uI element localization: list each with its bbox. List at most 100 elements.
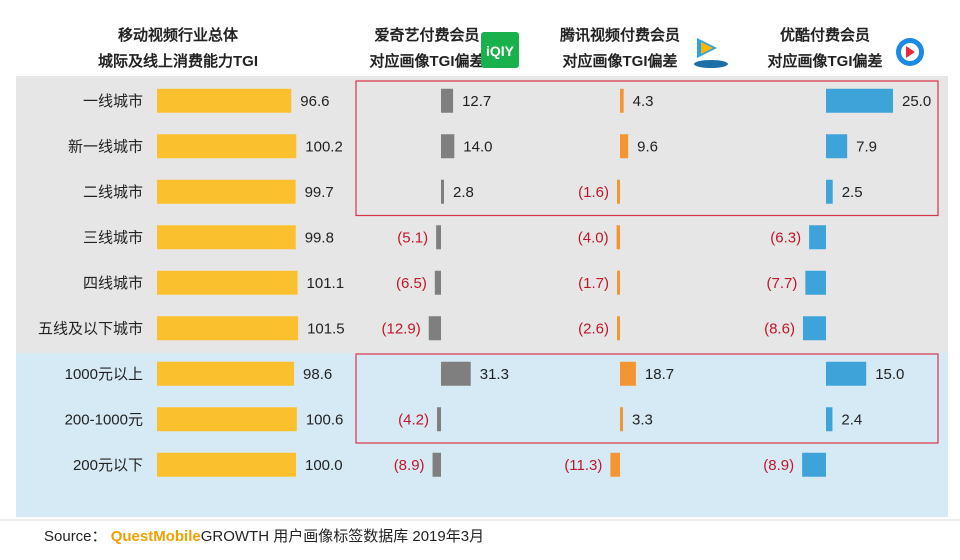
city-band: [16, 76, 948, 353]
iqiyi-bar-9: [432, 452, 441, 477]
youku-value-9: (8.9): [763, 457, 794, 474]
iqiyi-bar-4: [436, 225, 441, 250]
row-label-1: 一线城市: [83, 93, 143, 110]
tencent-bar-6: [617, 316, 620, 341]
total-value-2: 100.2: [305, 138, 343, 155]
total-bar-3: [157, 179, 296, 204]
row-label-2: 新一线城市: [68, 138, 143, 155]
total-value-9: 100.0: [305, 457, 343, 474]
total-bar-5: [157, 270, 298, 295]
total-value-6: 101.5: [307, 320, 345, 337]
row-label-5: 四线城市: [83, 275, 143, 292]
iqiyi-value-6: (12.9): [382, 320, 421, 337]
total-bar-4: [157, 225, 296, 250]
iqiyi-value-5: (6.5): [396, 275, 427, 292]
youku-play-icon: [906, 46, 915, 58]
total-bar-6: [157, 316, 299, 341]
youku-value-7: 15.0: [875, 366, 904, 383]
youku-value-6: (8.6): [764, 320, 795, 337]
total-bar-7: [157, 361, 295, 386]
youku-bar-7: [826, 361, 867, 386]
youku-value-5: (7.7): [767, 275, 798, 292]
youku-bar-8: [826, 407, 833, 432]
header-1-line2: 城际及线上消费能力TGI: [98, 52, 258, 70]
total-bar-8: [157, 407, 297, 432]
iqiyi-value-7: 31.3: [480, 366, 509, 383]
header-2-line1: 爱奇艺付费会员: [374, 26, 479, 44]
row-label-3: 二线城市: [83, 184, 143, 201]
tencent-value-6: (2.6): [578, 320, 609, 337]
row-label-8: 200-1000元: [65, 411, 143, 428]
iqiyi-value-9: (8.9): [394, 457, 425, 474]
row-label-9: 200元以下: [73, 457, 143, 474]
tencent-bar-3: [617, 179, 620, 204]
tencent-value-7: 18.7: [645, 366, 674, 383]
header-2-line2: 对应画像TGI偏差: [370, 52, 485, 70]
youku-bar-1: [826, 88, 893, 113]
total-value-8: 100.6: [306, 411, 344, 428]
youku-value-2: 7.9: [856, 138, 877, 155]
youku-bar-3: [826, 179, 833, 204]
youku-bar-4: [809, 225, 826, 250]
tencent-value-2: 9.6: [637, 138, 658, 155]
highlight-box-1: [355, 80, 939, 217]
source-prefix: Source：: [44, 528, 107, 545]
iqiyi-logo-text: iQIY: [486, 43, 515, 59]
tencent-bar-5: [617, 270, 620, 295]
iqiyi-bar-3: [441, 179, 444, 204]
tencent-bar-2: [620, 134, 629, 159]
tencent-bar-9: [610, 452, 620, 477]
iqiyi-bar-5: [434, 270, 441, 295]
iqiyi-bar-1: [441, 88, 454, 113]
header-4-line2: 对应画像TGI偏差: [768, 52, 883, 70]
iqiyi-bar-2: [441, 134, 455, 159]
tencent-bar-8: [620, 407, 623, 432]
tencent-value-4: (4.0): [578, 229, 609, 246]
iqiyi-value-2: 14.0: [463, 138, 492, 155]
youku-bar-9: [802, 452, 826, 477]
tencent-bar-4: [616, 225, 620, 250]
total-bar-1: [157, 88, 292, 113]
header-3-line1: 腾讯视频付费会员: [559, 26, 680, 44]
youku-bar-2: [826, 134, 848, 159]
header-4-line1: 优酷付费会员: [780, 26, 870, 44]
iqiyi-value-3: 2.8: [453, 184, 474, 201]
tencent-bar-1: [620, 88, 624, 113]
header-3-line2: 对应画像TGI偏差: [563, 52, 678, 70]
tencent-bar-7: [620, 361, 636, 386]
iqiyi-bar-6: [428, 316, 441, 341]
tencent-play-inner-icon: [701, 42, 713, 54]
total-bar-2: [157, 134, 297, 159]
total-value-5: 101.1: [307, 275, 345, 292]
total-value-1: 96.6: [300, 93, 329, 110]
header-1-line1: 移动视频行业总体: [118, 26, 239, 44]
iqiyi-value-1: 12.7: [462, 93, 491, 110]
total-bar-9: [157, 452, 296, 477]
youku-value-3: 2.5: [842, 184, 863, 201]
total-value-7: 98.6: [303, 366, 332, 383]
youku-value-8: 2.4: [841, 411, 862, 428]
youku-bar-6: [802, 316, 826, 341]
tencent-value-1: 4.3: [633, 93, 654, 110]
row-label-7: 1000元以上: [65, 366, 143, 383]
youku-bar-5: [805, 270, 826, 295]
iqiyi-value-4: (5.1): [397, 229, 428, 246]
iqiyi-bar-7: [441, 361, 471, 386]
source-rest: GROWTH 用户画像标签数据库 2019年3月: [200, 528, 485, 545]
tencent-value-5: (1.7): [578, 275, 609, 292]
highlight-box-2: [355, 353, 939, 444]
iqiyi-logo-icon: [481, 32, 519, 68]
row-label-4: 三线城市: [83, 229, 143, 246]
source-footer: Source： QuestMobileGROWTH 用户画像标签数据库 2019…: [44, 525, 484, 546]
iqiyi-value-8: (4.2): [398, 411, 429, 428]
iqiyi-bar-8: [437, 407, 441, 432]
row-label-6: 五线及以下城市: [38, 320, 143, 337]
tencent-value-3: (1.6): [578, 184, 609, 201]
tencent-value-8: 3.3: [632, 411, 653, 428]
source-brand: QuestMobile: [110, 528, 201, 545]
total-value-4: 99.8: [305, 229, 334, 246]
total-value-3: 99.7: [305, 184, 334, 201]
youku-value-4: (6.3): [770, 229, 801, 246]
tencent-logo-base-icon: [694, 60, 728, 68]
